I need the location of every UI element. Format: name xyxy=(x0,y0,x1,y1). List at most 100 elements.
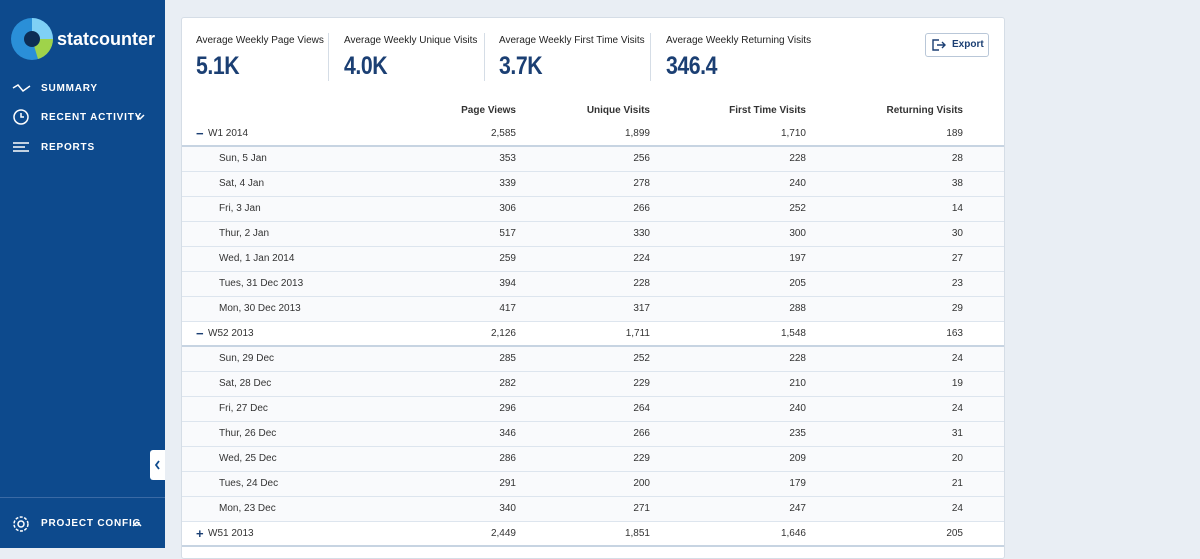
group-row[interactable]: − W52 2013 2,126 1,711 1,548 163 xyxy=(182,322,1004,347)
day-row: Sat, 28 Dec 282 229 210 19 xyxy=(182,372,1004,397)
day-label: Tues, 31 Dec 2013 xyxy=(219,278,304,289)
day-label: Fri, 27 Dec xyxy=(219,403,268,414)
cell-value: 197 xyxy=(789,253,806,264)
report-card: Export Average Weekly Page Views 5.1K Aver… xyxy=(181,17,1005,559)
logo-text: statcounter xyxy=(57,29,156,49)
cell-value: 23 xyxy=(951,278,963,289)
cell-value: 417 xyxy=(499,303,516,314)
collapse-icon xyxy=(154,460,160,470)
group-row[interactable]: + W51 2013 2,449 1,851 1,646 205 xyxy=(182,522,1004,547)
cell-value: 1,646 xyxy=(780,528,806,539)
cell-value: 317 xyxy=(633,303,650,314)
cell-value: 240 xyxy=(789,403,806,414)
day-row: Sun, 29 Dec 285 252 228 24 xyxy=(182,347,1004,372)
cell-value: 247 xyxy=(789,503,806,514)
cell-value: 288 xyxy=(789,303,806,314)
cell-value: 163 xyxy=(946,328,963,339)
column-header: Unique Visits xyxy=(586,105,650,116)
cell-value: 259 xyxy=(499,253,516,264)
separator xyxy=(650,33,651,81)
stat-value: 4.0K xyxy=(344,52,388,80)
export-button[interactable]: Export xyxy=(925,33,989,57)
stat-label: Average Weekly Page Views xyxy=(196,35,324,46)
cell-value: 179 xyxy=(789,478,806,489)
stat-value: 3.7K xyxy=(499,52,543,80)
day-row: Tues, 31 Dec 2013 394 228 205 23 xyxy=(182,272,1004,297)
chevron xyxy=(132,520,142,527)
day-row: Fri, 27 Dec 296 264 240 24 xyxy=(182,397,1004,422)
cell-value: 27 xyxy=(951,253,963,264)
gear-icon xyxy=(13,516,29,532)
day-row: Tues, 24 Dec 291 200 179 21 xyxy=(182,472,1004,497)
day-row: Thur, 2 Jan 517 330 300 30 xyxy=(182,222,1004,247)
cell-value: 229 xyxy=(633,453,650,464)
day-label: Mon, 30 Dec 2013 xyxy=(219,303,301,314)
cell-value: 266 xyxy=(633,203,650,214)
day-label: Sat, 4 Jan xyxy=(219,178,265,189)
cell-value: 28 xyxy=(951,153,963,164)
cell-value: 271 xyxy=(633,503,650,514)
cell-value: 209 xyxy=(789,453,806,464)
cell-value: 189 xyxy=(946,128,963,139)
day-label: Wed, 1 Jan 2014 xyxy=(219,253,295,264)
cell-value: 38 xyxy=(951,178,963,189)
chevron xyxy=(135,114,145,121)
day-row: Mon, 30 Dec 2013 417 317 288 29 xyxy=(182,297,1004,322)
export-label: Export xyxy=(952,39,984,50)
cell-value: 330 xyxy=(633,228,650,239)
column-header: Page Views xyxy=(461,105,516,116)
nav-item[interactable]: REPORTS xyxy=(41,142,95,153)
cell-value: 205 xyxy=(946,528,963,539)
day-label: Mon, 23 Dec xyxy=(219,503,276,514)
cell-value: 394 xyxy=(499,278,516,289)
stat-label: Average Weekly Returning Visits xyxy=(666,35,812,46)
group-row[interactable]: − W1 2014 2,585 1,899 1,710 189 xyxy=(182,122,1004,147)
day-row: Wed, 25 Dec 286 229 209 20 xyxy=(182,447,1004,472)
cell-value: 286 xyxy=(499,453,516,464)
cell-value: 296 xyxy=(499,403,516,414)
cell-value: 24 xyxy=(951,353,963,364)
cell-value: 282 xyxy=(499,378,516,389)
project-config[interactable]: PROJECT CONFIG xyxy=(41,518,142,529)
cell-value: 1,899 xyxy=(624,128,650,139)
stat-value: 5.1K xyxy=(196,52,240,80)
cell-value: 1,710 xyxy=(780,128,806,139)
cell-value: 2,585 xyxy=(490,128,516,139)
toggle-icon: + xyxy=(196,526,204,541)
cell-value: 21 xyxy=(951,478,963,489)
cell-value: 252 xyxy=(789,203,806,214)
day-label: Sun, 29 Dec xyxy=(219,353,275,364)
cell-value: 252 xyxy=(633,353,650,364)
export-icon xyxy=(932,39,946,51)
cell-value: 339 xyxy=(499,178,516,189)
cell-value: 228 xyxy=(789,153,806,164)
cell-value: 228 xyxy=(633,278,650,289)
cell-value: 2,126 xyxy=(490,328,516,339)
nav-icons xyxy=(12,84,31,152)
group-label: W52 2013 xyxy=(208,328,254,339)
toggle-icon: − xyxy=(196,126,204,141)
stat-value: 346.4 xyxy=(666,52,718,80)
day-row: Thur, 26 Dec 346 266 235 31 xyxy=(182,422,1004,447)
nav-item[interactable]: SUMMARY xyxy=(41,83,98,94)
cell-value: 205 xyxy=(789,278,806,289)
cell-value: 285 xyxy=(499,353,516,364)
column-header: Returning Visits xyxy=(886,105,964,116)
cell-value: 1,851 xyxy=(624,528,650,539)
toggle-icon: − xyxy=(196,326,204,341)
group-label: W51 2013 xyxy=(208,528,254,539)
cell-value: 19 xyxy=(951,378,963,389)
cell-value: 517 xyxy=(499,228,516,239)
cell-value: 340 xyxy=(499,503,516,514)
column-header: First Time Visits xyxy=(729,105,806,116)
cell-value: 24 xyxy=(951,503,963,514)
cell-value: 266 xyxy=(633,428,650,439)
collapse-button[interactable] xyxy=(150,450,165,480)
cell-value: 29 xyxy=(951,303,963,314)
nav-item[interactable]: RECENT ACTIVITY xyxy=(41,112,143,123)
cell-value: 24 xyxy=(951,403,963,414)
logo-icon xyxy=(11,18,53,60)
cell-value: 1,711 xyxy=(625,328,650,339)
